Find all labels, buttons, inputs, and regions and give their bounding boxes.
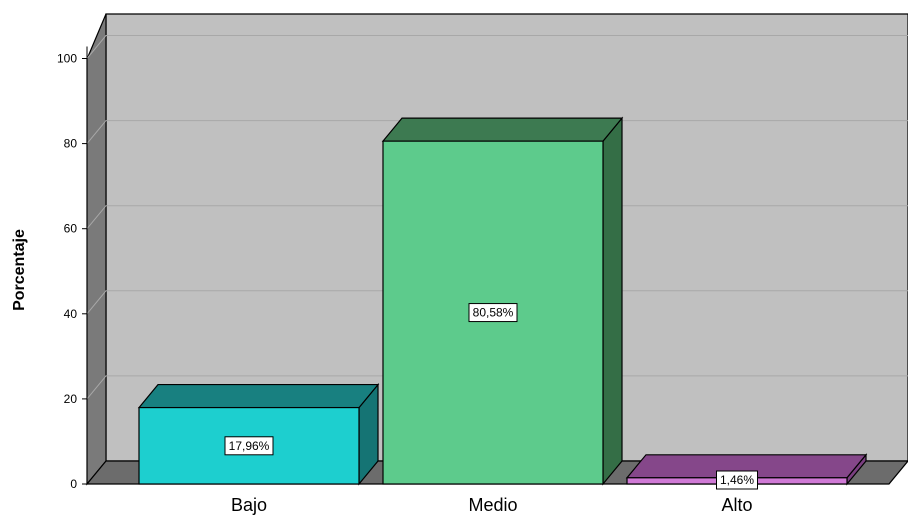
y-axis: 0 20 40 60 80 100 [57, 46, 88, 491]
y-tick-label: 0 [70, 477, 77, 491]
side-wall [86, 13, 107, 486]
x-tick-label: Bajo [231, 495, 267, 515]
bar-top [137, 383, 380, 409]
x-tick-label: Alto [721, 495, 752, 515]
data-label-box [224, 436, 274, 456]
y-tick-label: 80 [64, 137, 78, 151]
x-axis: Bajo Medio Alto [231, 495, 753, 515]
y-axis-label: Porcentaje [11, 229, 28, 311]
x-tick-label: Medio [468, 495, 517, 515]
gridline [86, 375, 908, 400]
gridline [86, 35, 908, 59]
y-tick-label: 60 [64, 222, 78, 236]
data-label-text: 1,46% [720, 473, 754, 487]
data-label: 1,46% [716, 470, 758, 490]
bar-medio: 80,58% [381, 116, 624, 486]
y-tick-label: 40 [64, 307, 78, 321]
bar-bajo: 17,96% [137, 382, 380, 486]
bar-top [381, 117, 624, 142]
gridlines [86, 35, 908, 400]
data-label-text: 80,58% [473, 306, 514, 320]
data-label: 80,58% [468, 303, 518, 323]
data-label-box [468, 303, 518, 323]
gridline [86, 205, 908, 230]
bar-side [602, 116, 623, 486]
data-label-box [716, 470, 758, 490]
y-tick-label: 100 [57, 52, 77, 66]
y-tick-label: 20 [64, 392, 78, 406]
bars: 17,96% 80,58% 1,46% [137, 116, 868, 490]
bar-alto: 1,46% [625, 453, 868, 490]
gridline [86, 120, 908, 144]
data-label-text: 17,96% [229, 439, 270, 453]
data-label: 17,96% [224, 436, 274, 456]
gridline [86, 290, 908, 315]
